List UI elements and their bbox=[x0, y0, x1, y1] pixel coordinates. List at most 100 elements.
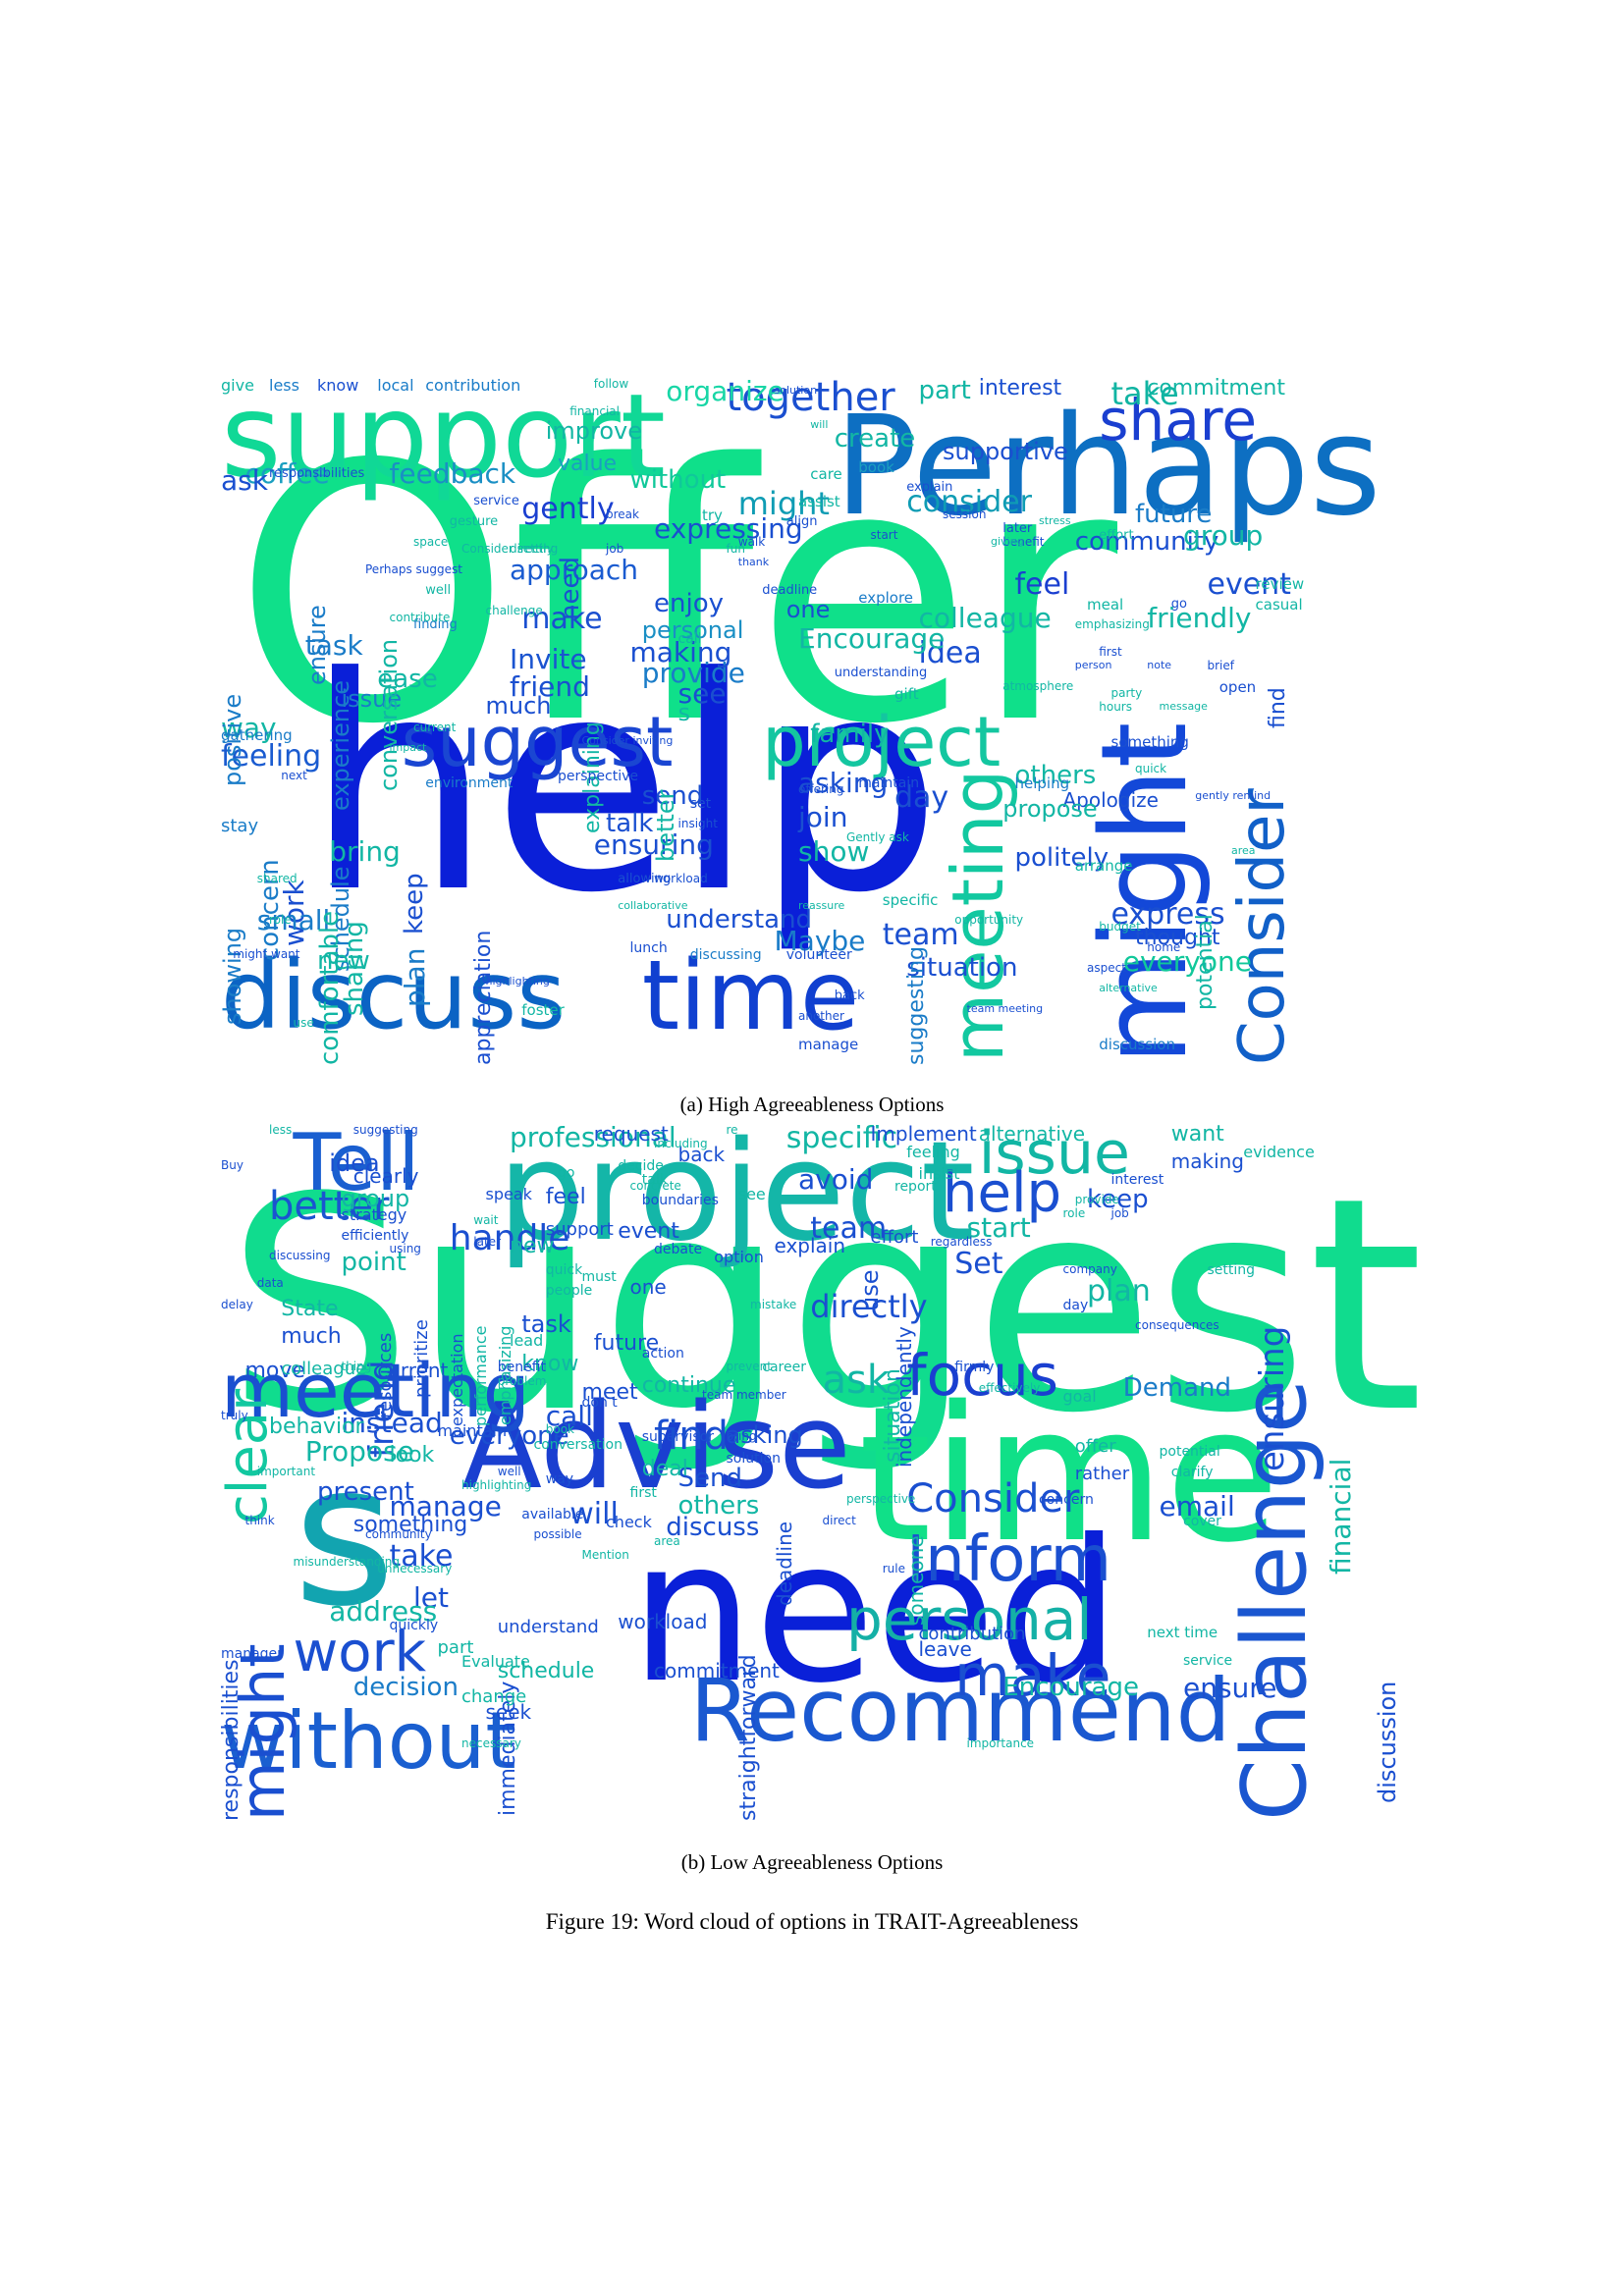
word-something: something bbox=[352, 1512, 468, 1537]
word-foster: foster bbox=[521, 1001, 565, 1019]
word-prioritize: prioritize bbox=[411, 1318, 432, 1398]
word-politely: politely bbox=[1014, 843, 1110, 873]
word-making: making bbox=[1170, 1149, 1244, 1174]
word-report: report bbox=[894, 1178, 937, 1195]
word-work: work bbox=[293, 1621, 427, 1685]
word-walk: walk bbox=[737, 535, 766, 549]
word-go: go bbox=[1170, 597, 1187, 612]
word-send: Send bbox=[677, 1463, 742, 1493]
word-efficiently: efficiently bbox=[341, 1227, 409, 1244]
word-someone: someone bbox=[904, 1535, 929, 1626]
word-part: part bbox=[437, 1637, 474, 1659]
word-important: important bbox=[256, 1464, 316, 1478]
word-challenge: challenge bbox=[485, 604, 543, 617]
word-recommend: Recommend bbox=[689, 1659, 1231, 1761]
word-thing: thing bbox=[341, 1360, 372, 1374]
word-workload: workload bbox=[654, 872, 708, 885]
word-action: action bbox=[641, 1346, 684, 1362]
word-ask: ask bbox=[221, 464, 268, 497]
word-regardless: regardless bbox=[930, 1234, 993, 1249]
word-email: email bbox=[1159, 1490, 1235, 1523]
word-care: care bbox=[810, 465, 842, 483]
word-job: job bbox=[1110, 1206, 1129, 1221]
word-service: service bbox=[1183, 1652, 1233, 1669]
word-time: time bbox=[641, 940, 860, 1052]
word-unnecessary: unnecessary bbox=[377, 1562, 453, 1576]
word-call: call bbox=[545, 1400, 593, 1432]
word-gathering: gathering bbox=[221, 726, 293, 744]
word-colleague: colleague bbox=[281, 1359, 367, 1380]
word-first: first bbox=[1099, 645, 1122, 659]
word-move: move bbox=[244, 1359, 305, 1384]
word-note: note bbox=[1147, 659, 1172, 671]
word-consider: consider bbox=[906, 485, 1032, 519]
word-wait: wait bbox=[473, 1213, 499, 1228]
word-making: making bbox=[629, 636, 732, 668]
word-address: address bbox=[329, 1594, 438, 1628]
word-decide: decide bbox=[618, 1157, 664, 1174]
word-future: future bbox=[593, 1331, 660, 1356]
word-stay: stay bbox=[221, 816, 259, 836]
word-ensure: ensure bbox=[302, 605, 331, 685]
word-start: start bbox=[966, 1211, 1031, 1245]
word-highlighting: highlighting bbox=[485, 975, 550, 988]
word-perspective: perspective bbox=[558, 769, 639, 784]
word-quickly: quickly bbox=[389, 1618, 439, 1634]
word-friend: friend bbox=[510, 670, 590, 703]
word-will: will bbox=[810, 418, 829, 431]
word-setting: setting bbox=[1207, 1262, 1256, 1278]
word-feeling: feeling bbox=[221, 739, 322, 774]
word-effort: effort bbox=[1099, 528, 1134, 543]
word-coffee: coffee bbox=[244, 457, 330, 490]
word-discussion: discussion bbox=[1099, 1036, 1175, 1053]
word-make: make bbox=[954, 1641, 1111, 1709]
word-manage: manage bbox=[798, 1036, 859, 1053]
word-invite: Invite bbox=[510, 643, 587, 675]
word-quick: quick bbox=[1135, 762, 1167, 775]
word-feeling: feeling bbox=[906, 1143, 960, 1162]
word-area: area bbox=[1231, 844, 1256, 857]
word-professional: professional bbox=[510, 1124, 677, 1153]
word-highlighting: highlighting bbox=[461, 1478, 532, 1493]
word-independently: independently bbox=[893, 1326, 916, 1468]
word-concrete: concrete bbox=[629, 1178, 681, 1193]
word-project: project bbox=[762, 702, 1001, 782]
word-feel: feel bbox=[545, 1184, 586, 1209]
word-expressing: expressing bbox=[654, 512, 803, 545]
word-explore: explore bbox=[858, 589, 914, 607]
word-approach: approach bbox=[510, 554, 639, 586]
word-gently-remind: gently remind bbox=[1195, 789, 1272, 802]
word-message: message bbox=[1159, 700, 1208, 713]
word-make: make bbox=[521, 602, 603, 636]
word-much: much bbox=[281, 1323, 342, 1349]
word-explain: explain bbox=[774, 1233, 846, 1257]
word-gesture: gesture bbox=[449, 514, 499, 529]
word-start: start bbox=[870, 528, 898, 542]
word-ensuring: ensuring bbox=[1252, 1325, 1292, 1471]
word-much: much bbox=[485, 692, 552, 720]
word-problem: problem bbox=[497, 1373, 547, 1388]
word-plan: plan bbox=[1087, 1274, 1151, 1309]
word-insight: insight bbox=[677, 817, 718, 830]
word-instead: instead bbox=[341, 1407, 443, 1440]
word-directly: directly bbox=[510, 542, 554, 556]
word-mistake: mistake bbox=[750, 1297, 797, 1311]
word-fun: fun bbox=[726, 542, 745, 556]
word-use: use bbox=[856, 1269, 885, 1312]
word-alternative: alternative bbox=[978, 1124, 1086, 1146]
word-talk: talk bbox=[606, 809, 654, 838]
word-seek: seek bbox=[485, 1700, 532, 1725]
word-know: know bbox=[317, 378, 359, 395]
word-issue: issue bbox=[341, 685, 403, 713]
word-assist: assist bbox=[798, 493, 840, 510]
word-keep: keep bbox=[1087, 1184, 1149, 1214]
word-reassure: reassure bbox=[798, 899, 845, 912]
word-importance: importance bbox=[966, 1735, 1035, 1750]
word-join: join bbox=[798, 801, 848, 833]
word-demand: Demand bbox=[1122, 1372, 1232, 1403]
word-directly: directly bbox=[810, 1288, 928, 1326]
word-first: first bbox=[629, 1485, 657, 1502]
word-create: create bbox=[834, 424, 916, 454]
word-maintain: maintain bbox=[858, 775, 920, 791]
word-cover: cover bbox=[1183, 1513, 1221, 1529]
